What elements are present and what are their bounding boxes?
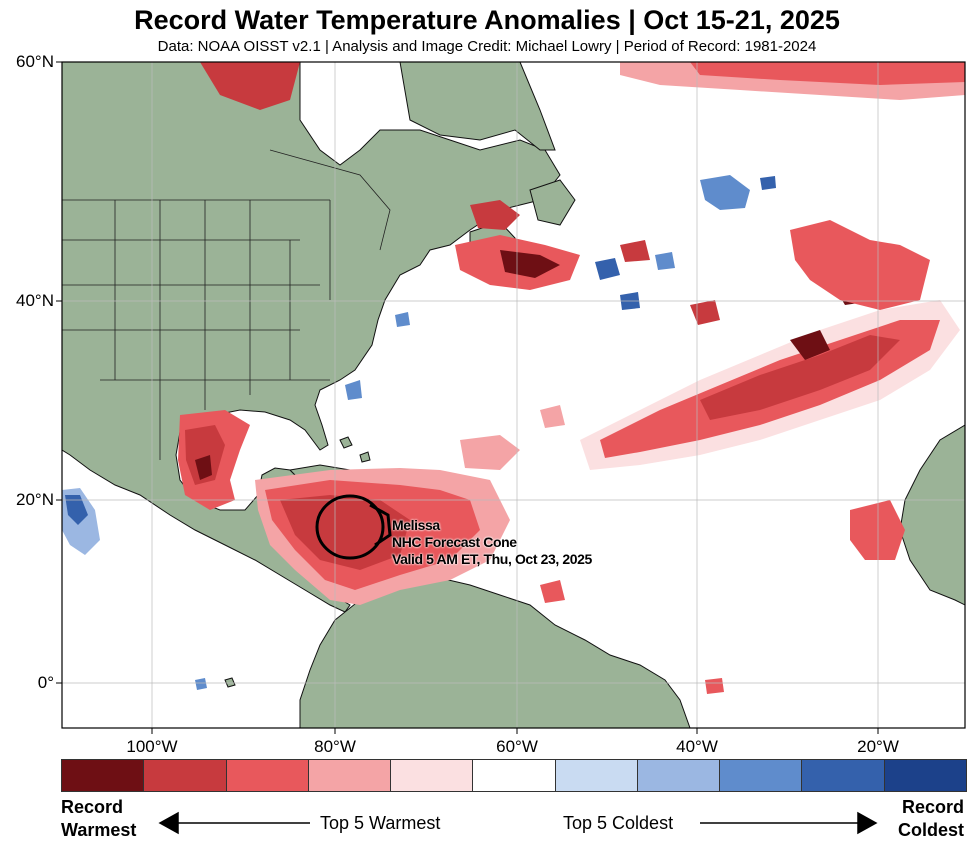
lon-label-80w: 80°W	[314, 737, 356, 756]
legend-left-line1: Record	[61, 797, 124, 817]
legend-right-line2: Coldest	[897, 820, 964, 840]
legend-record-warmest: Record Warmest	[61, 796, 136, 842]
newfoundland-land	[529, 179, 576, 226]
legend-swatch	[801, 759, 885, 792]
labrador-land	[399, 62, 556, 151]
cold-anomaly-patches	[62, 175, 776, 690]
legend-left-line2: Warmest	[61, 820, 137, 840]
lon-label-100w: 100°W	[126, 737, 178, 756]
warm-anomaly-patches	[178, 62, 965, 694]
legend-swatch	[307, 759, 392, 792]
lon-label-60w: 60°W	[496, 737, 538, 756]
legend-top5-warmest: Top 5 Warmest	[320, 813, 441, 833]
graticule	[62, 62, 965, 728]
lon-label-20w: 20°W	[857, 737, 899, 756]
legend-swatch	[636, 759, 721, 792]
legend-swatch	[143, 759, 227, 792]
legend-swatch	[719, 759, 803, 792]
state-boundaries	[62, 149, 391, 460]
galapagos-land	[224, 677, 236, 688]
legend-swatch	[390, 759, 474, 792]
legend-swatch	[554, 759, 638, 792]
legend-swatch	[472, 759, 556, 792]
africa-land	[899, 424, 965, 606]
axis-ticks	[56, 61, 879, 734]
legend-swatch	[225, 759, 309, 792]
lat-label-60n: 60°N	[16, 52, 54, 71]
map-frame	[61, 61, 966, 729]
legend-right-line1: Record	[901, 797, 964, 817]
lon-label-40w: 40°W	[676, 737, 718, 756]
storm-name: Melissa	[392, 517, 440, 533]
map-subtitle: Data: NOAA OISST v2.1 | Analysis and Ima…	[157, 38, 817, 55]
map-title: Record Water Temperature Anomalies | Oct…	[134, 5, 840, 35]
legend-swatch	[61, 759, 145, 792]
storm-cone-label: NHC Forecast Cone	[392, 534, 517, 550]
forecast-cone	[315, 494, 392, 560]
legend-top5-coldest: Top 5 Coldest	[563, 813, 674, 833]
legend-swatch	[883, 759, 967, 792]
lat-label-40n: 40°N	[16, 291, 54, 310]
bahamas-land	[339, 436, 371, 463]
legend-arrows	[158, 811, 878, 835]
legend-record-coldest: Record Coldest	[898, 796, 964, 842]
storm-valid-time: Valid 5 AM ET, Thu, Oct 23, 2025	[392, 551, 592, 567]
lat-label-20n: 20°N	[16, 490, 54, 509]
storm-annotation: Melissa NHC Forecast Cone Valid 5 AM ET,…	[392, 517, 592, 568]
lat-label-0: 0°	[37, 673, 54, 692]
